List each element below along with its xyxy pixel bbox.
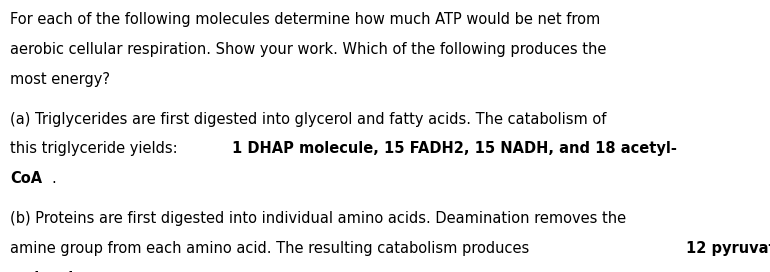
Text: amine group from each amino acid. The resulting catabolism produces: amine group from each amino acid. The re… [10, 241, 534, 256]
Text: aerobic cellular respiration. Show your work. Which of the following produces th: aerobic cellular respiration. Show your … [10, 42, 607, 57]
Text: 1 DHAP molecule, 15 FADH2, 15 NADH, and 18 acetyl-: 1 DHAP molecule, 15 FADH2, 15 NADH, and … [233, 141, 677, 156]
Text: molecules: molecules [10, 271, 93, 272]
Text: (a) Triglycerides are first digested into glycerol and fatty acids. The cataboli: (a) Triglycerides are first digested int… [10, 112, 607, 126]
Text: (b) Proteins are first digested into individual amino acids. Deamination removes: (b) Proteins are first digested into ind… [10, 211, 626, 226]
Text: this triglyceride yields:: this triglyceride yields: [10, 141, 182, 156]
Text: .: . [117, 271, 122, 272]
Text: CoA: CoA [10, 171, 42, 186]
Text: For each of the following molecules determine how much ATP would be net from: For each of the following molecules dete… [10, 12, 601, 27]
Text: 12 pyruvate: 12 pyruvate [686, 241, 770, 256]
Text: .: . [52, 171, 56, 186]
Text: most energy?: most energy? [10, 72, 110, 87]
